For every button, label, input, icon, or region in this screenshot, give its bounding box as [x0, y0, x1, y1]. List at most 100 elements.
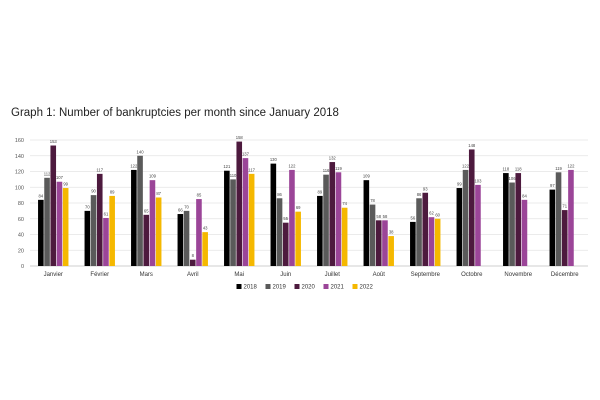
data-label: 158 — [236, 135, 244, 140]
data-label: 122 — [567, 163, 575, 168]
data-label: 117 — [96, 167, 103, 172]
bar-2019-Février — [90, 195, 97, 266]
bar-2020-Février — [96, 173, 103, 266]
data-label: 132 — [329, 156, 337, 161]
legend-label: 2020 — [302, 285, 316, 291]
bar-2021-Octobre — [475, 184, 481, 266]
bar-2020-Janvier — [50, 145, 57, 266]
legend-swatch-2018 — [236, 284, 242, 289]
bar-2021-Avril — [196, 199, 202, 266]
bar-2021-Février — [103, 217, 109, 266]
bar-2019-Avril — [183, 210, 190, 266]
data-label: 89 — [318, 189, 323, 194]
bar-2022-Septembre — [434, 218, 441, 266]
data-label: 109 — [363, 174, 371, 179]
data-label: 38 — [389, 230, 394, 235]
bar-2022-Avril — [202, 232, 208, 266]
data-label: 70 — [85, 204, 90, 209]
data-label: 97 — [550, 183, 555, 188]
y-tick-label: 20 — [18, 248, 24, 254]
data-label: 122 — [462, 163, 470, 168]
data-label: 69 — [296, 205, 301, 210]
data-label: 70 — [184, 204, 189, 209]
y-tick-label: 120 — [15, 170, 24, 176]
bar-2019-Novembre — [509, 182, 515, 266]
legend-label: 2018 — [244, 285, 258, 291]
data-label: 99 — [63, 182, 68, 187]
bar-2020-Décembre — [561, 210, 568, 266]
bar-2021-Juillet — [335, 172, 342, 266]
bar-2021-Janvier — [56, 181, 63, 266]
bar-2020-Octobre — [468, 149, 475, 266]
x-tick-label: Août — [373, 272, 386, 278]
x-tick-label: Avril — [187, 272, 199, 278]
y-tick-label: 60 — [18, 217, 24, 223]
y-tick-label: 160 — [15, 138, 24, 144]
bar-2021-Décembre — [568, 169, 574, 266]
bar-2022-Juillet — [341, 207, 348, 266]
bar-2020-Août — [375, 220, 382, 266]
bar-2019-Octobre — [462, 169, 469, 266]
data-label: 106 — [509, 176, 517, 181]
data-label: 58 — [383, 214, 388, 219]
data-label: 99 — [457, 182, 462, 187]
bar-2021-Novembre — [521, 199, 528, 266]
data-label: 86 — [417, 192, 422, 197]
bar-2022-Février — [109, 195, 115, 266]
data-label: 118 — [515, 167, 522, 172]
bar-2020-Avril — [189, 259, 196, 266]
bar-2018-Octobre — [456, 188, 463, 266]
x-tick-label: Mai — [234, 272, 244, 278]
x-tick-label: Décembre — [551, 272, 579, 278]
data-label: 84 — [522, 193, 527, 198]
x-tick-label: Janvier — [44, 272, 63, 278]
y-tick-label: 40 — [18, 233, 24, 239]
bar-2019-Juillet — [323, 174, 329, 266]
bar-2022-Janvier — [62, 188, 69, 266]
bar-2020-Septembre — [422, 192, 429, 266]
bar-2019-Septembre — [416, 198, 422, 266]
bar-2018-Janvier — [38, 199, 44, 266]
data-label: 121 — [223, 164, 231, 169]
bar-2018-Novembre — [503, 173, 509, 266]
data-label: 60 — [435, 212, 440, 217]
data-label: 130 — [270, 157, 278, 162]
bar-2022-Mars — [155, 197, 162, 266]
data-label: 56 — [411, 215, 416, 220]
x-tick-label: Septembre — [411, 272, 441, 278]
data-label: 86 — [277, 192, 282, 197]
data-label: 148 — [468, 143, 476, 148]
bar-2018-Août — [363, 180, 370, 266]
bar-2019-Mai — [230, 179, 236, 266]
bar-2018-Mars — [131, 169, 137, 266]
legend-label: 2021 — [331, 285, 345, 291]
data-label: 116 — [323, 168, 330, 173]
legend-label: 2019 — [273, 285, 287, 291]
data-label: 8 — [192, 253, 195, 258]
data-label: 87 — [156, 191, 161, 196]
data-label: 137 — [242, 152, 250, 157]
y-tick-label: 0 — [21, 264, 24, 270]
data-label: 43 — [203, 226, 208, 231]
bar-2021-Août — [382, 220, 388, 266]
bar-2018-Décembre — [549, 189, 556, 266]
data-label: 118 — [503, 167, 510, 172]
bar-2018-Juin — [270, 163, 277, 266]
data-label: 122 — [130, 163, 138, 168]
bar-2019-Décembre — [555, 172, 562, 266]
data-label: 103 — [474, 178, 482, 183]
bar-2019-Mars — [137, 155, 143, 266]
bar-2020-Juin — [282, 222, 289, 266]
bar-2020-Novembre — [515, 173, 522, 266]
data-label: 65 — [144, 208, 149, 213]
x-tick-label: Juin — [280, 272, 291, 278]
x-tick-label: Février — [90, 272, 109, 278]
bar-2020-Mai — [236, 141, 243, 266]
bar-2020-Mars — [143, 214, 150, 266]
data-label: 89 — [110, 189, 115, 194]
data-label: 109 — [149, 174, 157, 179]
data-label: 110 — [230, 173, 237, 178]
legend-swatch-2022 — [352, 284, 358, 289]
bar-2022-Mai — [248, 173, 255, 266]
